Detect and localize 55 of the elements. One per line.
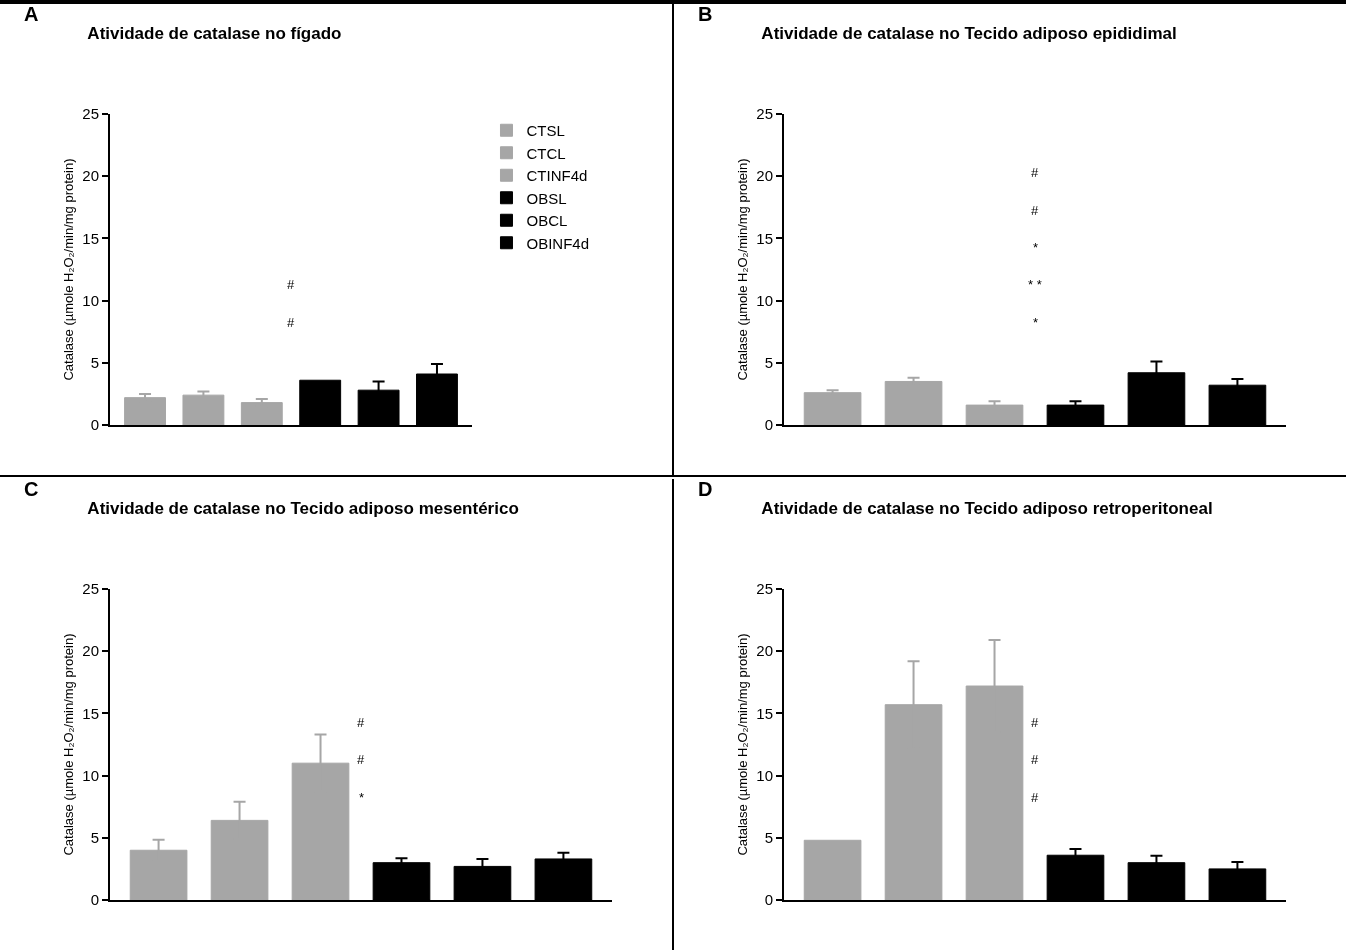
legend-label: OBINF4d [526, 234, 590, 252]
legend-label: OBSL [526, 189, 567, 207]
y-tick-label: 10 [82, 291, 99, 309]
y-tick-label: 15 [82, 229, 99, 247]
annotation: # [1031, 715, 1039, 730]
y-tick-label: 20 [756, 167, 773, 185]
y-tick-label: 10 [82, 766, 99, 784]
y-tick-label: 10 [756, 291, 773, 309]
annotation: # [287, 315, 295, 330]
y-tick-label: 15 [82, 704, 99, 722]
legend-label: CTINF4d [526, 167, 588, 185]
annotation: * [359, 790, 365, 805]
y-tick-label: 25 [756, 580, 773, 598]
text: B [698, 3, 713, 25]
legend-label: CTSL [526, 122, 565, 140]
chart-title: Atividade de catalase no Tecido adiposo mesentérico [87, 499, 519, 519]
y-axis-title: Catalase (µmole H₂O₂/min/mg protein) [735, 158, 750, 381]
y-tick-label: 0 [90, 891, 99, 909]
y-tick-label: 0 [764, 891, 773, 909]
text: A [24, 3, 39, 25]
y-axis-title: Catalase (µmole H₂O₂/min/mg protein) [735, 633, 750, 856]
y-tick-label: 25 [756, 105, 773, 123]
y-tick-label: 5 [90, 829, 99, 847]
y-tick-label: 20 [756, 642, 773, 660]
y-tick-label: 5 [764, 354, 773, 372]
y-tick-label: 5 [90, 354, 99, 372]
annotation: * [1033, 240, 1039, 255]
y-tick-label: 10 [756, 766, 773, 784]
y-tick-label: 15 [756, 704, 773, 722]
chart-title: Atividade de catalase no Tecido adiposo retroperitoneal [761, 499, 1213, 519]
chart-title: Atividade de catalase no fígado [87, 24, 342, 44]
annotation: * * [1028, 277, 1042, 292]
y-tick-label: 15 [756, 229, 773, 247]
y-tick-label: 25 [82, 105, 99, 123]
y-tick-label: 20 [82, 642, 99, 660]
legend-label: CTCL [526, 144, 566, 162]
text: C [24, 478, 39, 500]
y-axis-title: Catalase (µmole H₂O₂/min/mg protein) [61, 158, 76, 381]
annotation: # [1031, 203, 1039, 218]
y-tick-label: 5 [764, 829, 773, 847]
annotation: # [357, 752, 365, 767]
y-tick-label: 25 [82, 580, 99, 598]
chart-title: Atividade de catalase no Tecido adiposo epididimal [761, 24, 1177, 44]
y-tick-label: 20 [82, 167, 99, 185]
annotation: * [1033, 315, 1039, 330]
y-tick-label: 0 [90, 416, 99, 434]
legend-label: OBCL [526, 212, 568, 230]
y-tick-label: 0 [764, 416, 773, 434]
annotation: # [1031, 752, 1039, 767]
annotation: # [1031, 790, 1039, 805]
annotation: # [357, 715, 365, 730]
text: D [698, 478, 713, 500]
annotation: # [287, 277, 295, 292]
annotation: # [1031, 165, 1039, 180]
y-axis-title: Catalase (µmole H₂O₂/min/mg protein) [61, 633, 76, 856]
